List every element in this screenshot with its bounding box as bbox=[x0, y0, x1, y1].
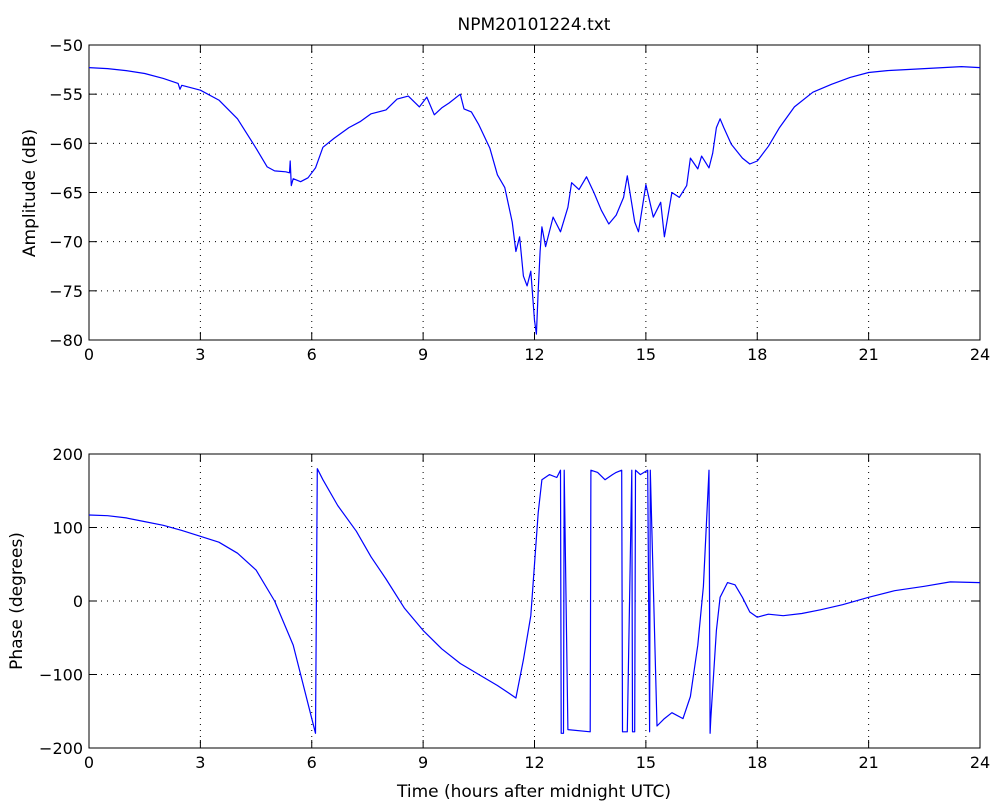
amplitude-panel: NPM20101224.txt 0 3 6 9 12 15 18 21 24 −50 −55 −60… bbox=[20, 15, 990, 364]
x-tick-label: 18 bbox=[747, 753, 767, 772]
x-tick-label: 6 bbox=[307, 753, 317, 772]
x-tick-label: 3 bbox=[195, 345, 205, 364]
y-tick-label: −200 bbox=[39, 739, 83, 758]
phase-x-tick-labels: 0 3 6 9 12 15 18 21 24 bbox=[84, 753, 990, 772]
y-tick-label: −50 bbox=[49, 36, 83, 55]
x-tick-label: 15 bbox=[636, 753, 656, 772]
phase-ticks bbox=[88, 453, 981, 749]
phase-y-axis-label: Phase (degrees) bbox=[7, 532, 27, 670]
phase-x-axis-label: Time (hours after midnight UTC) bbox=[396, 782, 671, 802]
x-tick-label: 6 bbox=[307, 345, 317, 364]
y-tick-label: −100 bbox=[39, 666, 83, 685]
y-tick-label: 100 bbox=[52, 519, 83, 538]
x-tick-label: 18 bbox=[747, 345, 767, 364]
amplitude-series-line bbox=[88, 66, 981, 335]
chart-title: NPM20101224.txt bbox=[458, 15, 611, 35]
x-tick-label: 21 bbox=[858, 345, 878, 364]
y-tick-label: −55 bbox=[49, 85, 83, 104]
y-tick-label: −80 bbox=[49, 331, 83, 350]
x-tick-label: 0 bbox=[84, 753, 94, 772]
y-tick-label: −70 bbox=[49, 233, 83, 252]
amplitude-x-tick-labels: 0 3 6 9 12 15 18 21 24 bbox=[84, 345, 990, 364]
amplitude-y-axis-label: Amplitude (dB) bbox=[20, 129, 40, 257]
phase-series-line bbox=[88, 468, 981, 734]
x-tick-label: 9 bbox=[418, 753, 428, 772]
amplitude-y-tick-labels: −50 −55 −60 −65 −70 −75 −80 bbox=[49, 36, 83, 350]
y-tick-label: 200 bbox=[52, 445, 83, 464]
phase-plot-frame bbox=[88, 453, 981, 749]
x-tick-label: 9 bbox=[418, 345, 428, 364]
amplitude-plot-frame bbox=[88, 44, 981, 341]
y-tick-label: −75 bbox=[49, 282, 83, 301]
x-tick-label: 0 bbox=[84, 345, 94, 364]
x-tick-label: 24 bbox=[970, 753, 990, 772]
x-tick-label: 24 bbox=[970, 345, 990, 364]
amplitude-ticks bbox=[88, 44, 981, 341]
y-tick-label: −60 bbox=[49, 134, 83, 153]
y-tick-label: −65 bbox=[49, 184, 83, 203]
phase-y-tick-labels: 200 100 0 −100 −200 bbox=[39, 445, 83, 758]
y-tick-label: 0 bbox=[73, 592, 83, 611]
x-tick-label: 12 bbox=[524, 753, 544, 772]
x-tick-label: 15 bbox=[636, 345, 656, 364]
x-tick-label: 21 bbox=[858, 753, 878, 772]
x-tick-label: 12 bbox=[524, 345, 544, 364]
phase-grid bbox=[89, 454, 980, 748]
amplitude-grid bbox=[89, 45, 980, 340]
x-tick-label: 3 bbox=[195, 753, 205, 772]
phase-panel: 0 3 6 9 12 15 18 21 24 200 100 0 −100 −200 Phase (de… bbox=[7, 445, 990, 802]
